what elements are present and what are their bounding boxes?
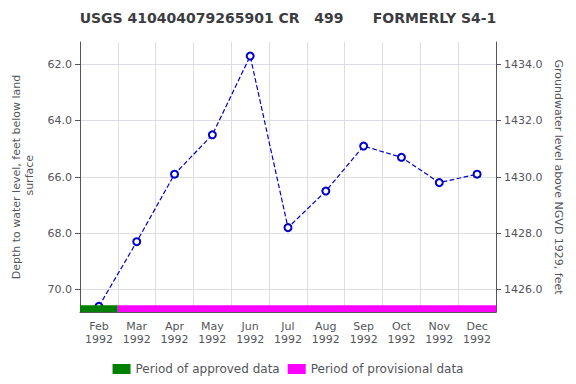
svg-text:1992: 1992 [387,333,415,346]
svg-text:1992: 1992 [463,333,491,346]
svg-text:1426.0: 1426.0 [504,283,543,296]
svg-text:Jun: Jun [241,320,259,333]
svg-text:1992: 1992 [236,333,264,346]
svg-text:1434.0: 1434.0 [504,58,543,71]
svg-text:surface: surface [23,155,36,199]
svg-text:1992: 1992 [198,333,226,346]
svg-text:Dec: Dec [466,320,487,333]
svg-text:Nov: Nov [429,320,451,333]
svg-text:Depth to water level, feet bel: Depth to water level, feet below land [10,75,23,280]
svg-text:1992: 1992 [274,333,302,346]
svg-text:Sep: Sep [353,320,374,333]
svg-text:1992: 1992 [85,333,113,346]
svg-text:1992: 1992 [161,333,189,346]
svg-text:USGS 410404079265901 CR 499: USGS 410404079265901 CR 499 FORMERLY S4-… [80,10,497,26]
svg-text:66.0: 66.0 [48,171,73,184]
svg-text:1428.0: 1428.0 [504,227,543,240]
svg-text:70.0: 70.0 [48,283,73,296]
svg-text:1992: 1992 [425,333,453,346]
svg-text:1432.0: 1432.0 [504,114,543,127]
svg-text:64.0: 64.0 [48,114,73,127]
svg-text:Jul: Jul [280,320,294,333]
svg-text:Feb: Feb [89,320,108,333]
svg-text:Mar: Mar [126,320,147,333]
svg-text:Period of provisional data: Period of provisional data [311,362,464,376]
svg-text:Period of approved data: Period of approved data [136,362,280,376]
svg-text:1992: 1992 [123,333,151,346]
svg-text:Apr: Apr [165,320,185,333]
svg-text:Groundwater level above NGVD 1: Groundwater level above NGVD 1929, feet [552,59,565,295]
svg-text:Aug: Aug [315,320,336,333]
svg-text:1992: 1992 [350,333,378,346]
svg-text:62.0: 62.0 [48,58,73,71]
svg-text:Oct: Oct [392,320,412,333]
svg-text:1430.0: 1430.0 [504,171,543,184]
svg-text:68.0: 68.0 [48,227,73,240]
svg-text:1992: 1992 [312,333,340,346]
svg-text:May: May [201,320,224,333]
